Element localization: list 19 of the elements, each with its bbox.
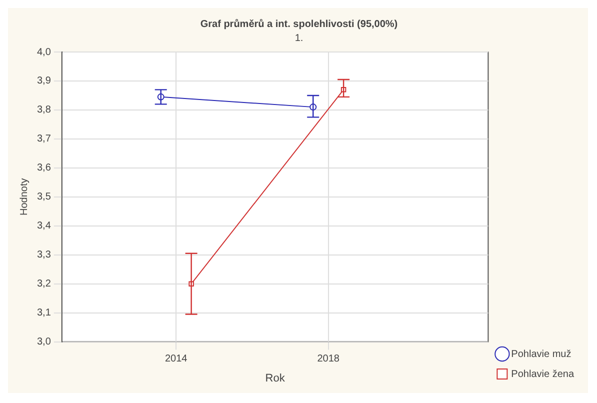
y-axis-title: Hodnoty (18, 178, 30, 216)
y-tick-label: 3,2 (36, 278, 52, 290)
y-tick-label: 3,7 (36, 134, 52, 145)
y-tick-label: 3,5 (36, 192, 52, 203)
chart-subtitle: 1. (294, 32, 304, 44)
x-tick-label: 2014 (164, 354, 188, 365)
y-tick-label: 3,0 (36, 336, 52, 348)
y-tick-label: 3,9 (36, 76, 52, 87)
y-tick-label: 3,6 (36, 162, 52, 174)
legend-label: Pohlavie žena (511, 368, 574, 380)
y-tick-label: 3,8 (36, 104, 52, 116)
x-tick-label: 2018 (317, 354, 340, 365)
y-tick-label: 3,1 (36, 308, 52, 319)
chart-title: Graf průměrů a int. spolehlivosti (95,00%) (200, 18, 398, 30)
y-tick-label: 3,4 (36, 220, 52, 232)
y-tick-label: 4,0 (36, 46, 52, 58)
y-tick-label: 3,3 (36, 250, 52, 261)
legend-label: Pohlavie muž (511, 348, 572, 360)
x-axis-title: Rok (265, 372, 286, 384)
